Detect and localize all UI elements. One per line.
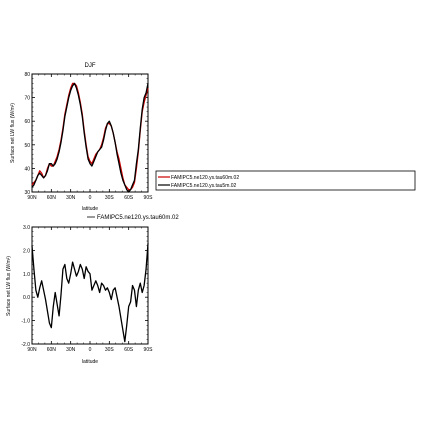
top-y-tick-label: 30 [24,190,30,196]
top-x-tick-label: 60S [124,195,134,201]
top-x-axis-label: latitude [82,206,98,212]
top-x-tick-label: 90N [27,195,37,201]
top-y-tick-label: 50 [24,143,30,149]
bottom-series-lines [31,243,149,343]
bottom-plot-frame [31,226,149,345]
top-x-tick-label: 60N [47,195,57,201]
bottom-x-tick-label: 30N [66,347,76,353]
bottom-legend-entry: FAMIPC5.ne120.ys.tau60m.02 [97,215,179,221]
top-x-tick-label: 30S [105,195,115,201]
bottom-y-axis-label: Surface net LW flux (W/m²) [6,256,12,316]
bottom-legend: FAMIPC5.ne120.ys.tau60m.02 [87,215,179,221]
bottom-y-tick-label: 2.0 [23,248,30,254]
legend-box [155,170,416,191]
bottom-y-tick-label: 1.0 [23,272,30,278]
bottom-panel: -2.0 -1.0 0.0 1.0 2.0 3.0 90N 60N 30N 0 30S 60S 90S… [6,225,153,365]
bottom-y-tick-label: 3.0 [23,225,30,231]
top-plot-frame [31,73,149,193]
top-x-axis: 90N 60N 30N 0 30S 60S 90S [27,74,153,201]
bottom-x-tick-label: 30S [105,347,115,353]
top-x-tick-label: 30N [66,195,76,201]
bottom-x-axis-label: latitude [82,359,98,365]
top-y-tick-label: 80 [24,72,30,78]
top-y-axis-label: Surface net LW flux (W/m²) [10,103,16,163]
bottom-y-tick-label: 0.0 [23,295,30,301]
legend-entry-2: FAMIPC5.ne120.ys.tau5m.02 [171,183,237,189]
bottom-series-line-1 [31,243,149,343]
top-y-tick-label: 40 [24,166,30,172]
bottom-x-tick-label: 60S [124,347,134,353]
top-chart-title: DJF [85,63,96,69]
top-legend: FAMIPC5.ne120.ys.tau60m.02 FAMIPC5.ne120… [155,170,416,191]
top-series-lines [31,82,149,193]
top-y-axis: 30 40 50 60 70 80 [24,72,148,196]
bottom-x-tick-label: 90S [144,347,154,353]
top-y-tick-label: 70 [24,96,30,102]
top-x-tick-label: 0 [89,195,92,201]
bottom-x-tick-label: 60N [47,347,57,353]
top-x-tick-label: 90S [144,195,154,201]
legend-entry-1: FAMIPC5.ne120.ys.tau60m.02 [171,175,239,181]
bottom-x-tick-label: 0 [89,347,92,353]
top-series-line-1 [31,82,149,191]
bottom-y-tick-label: -2.0 [21,342,30,348]
top-panel: DJF 30 40 50 60 70 80 90N 60N 30N 0 30S 60S 90S lat… [10,63,153,212]
top-y-tick-label: 60 [24,119,30,125]
bottom-x-tick-label: 90N [27,347,37,353]
bottom-y-tick-label: -1.0 [21,319,30,325]
bottom-x-axis: 90N 60N 30N 0 30S 60S 90S [27,227,153,353]
top-series-line-2 [31,82,149,193]
